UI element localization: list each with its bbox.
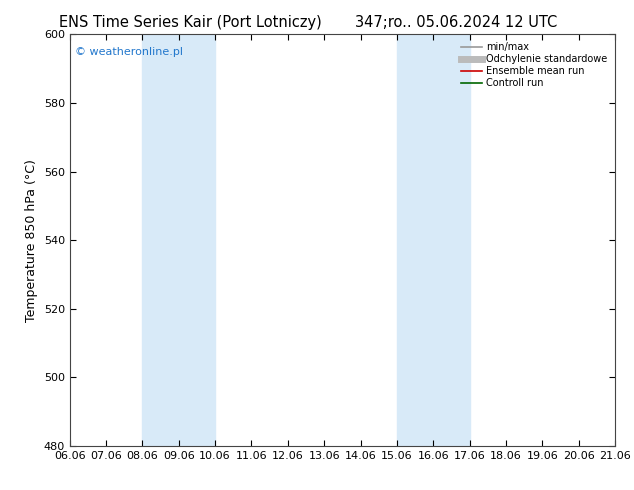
Legend: min/max, Odchylenie standardowe, Ensemble mean run, Controll run: min/max, Odchylenie standardowe, Ensembl…	[458, 39, 610, 91]
Text: 347;ro.. 05.06.2024 12 UTC: 347;ro.. 05.06.2024 12 UTC	[355, 15, 558, 30]
Bar	[397, 34, 470, 446]
Text: © weatheronline.pl: © weatheronline.pl	[75, 47, 183, 57]
Text: ENS Time Series Kair (Port Lotniczy): ENS Time Series Kair (Port Lotniczy)	[59, 15, 321, 30]
Bar	[143, 34, 215, 446]
Y-axis label: Temperature 850 hPa (°C): Temperature 850 hPa (°C)	[25, 159, 38, 321]
